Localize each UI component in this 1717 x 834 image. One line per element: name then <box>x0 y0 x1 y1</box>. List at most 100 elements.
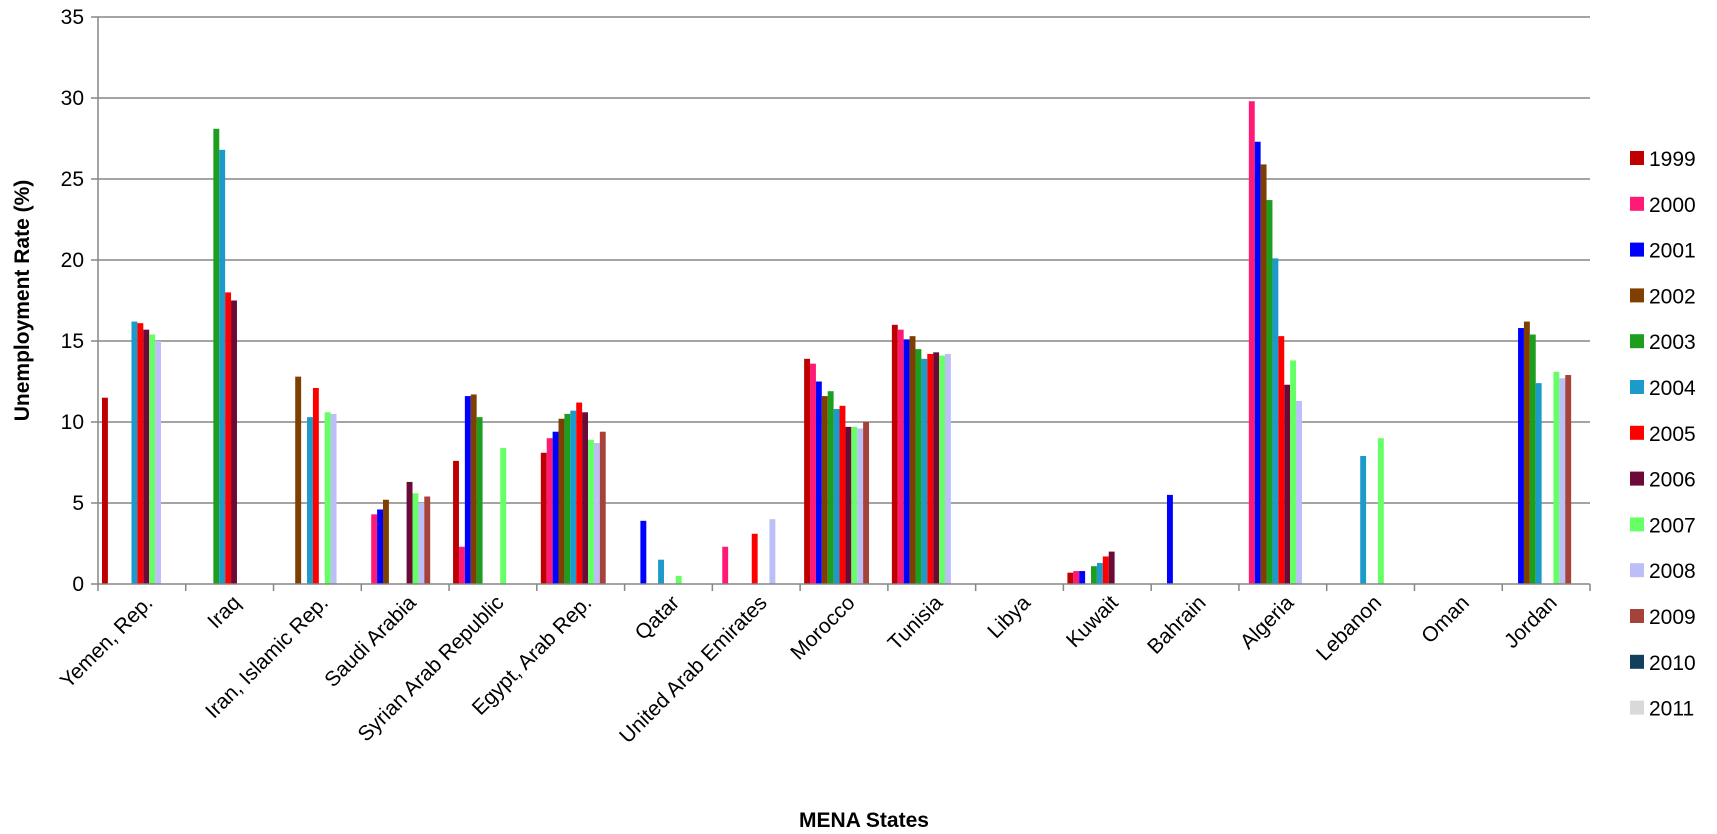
bar-2006-3 <box>406 481 413 584</box>
bar-2005-13 <box>1278 336 1285 584</box>
y-tick-label: 10 <box>61 411 84 434</box>
bar-2002-4 <box>470 394 477 584</box>
legend-label-1999: 1999 <box>1649 148 1696 171</box>
gridlines <box>98 16 1590 504</box>
legend-swatch-1999 <box>1630 151 1644 165</box>
legend-label-2007: 2007 <box>1649 514 1696 537</box>
x-tick-label: Tunisia <box>884 591 948 655</box>
bar-2001-6 <box>640 520 647 584</box>
x-tick-label: Jordan <box>1500 591 1562 653</box>
bar-2007-5 <box>588 439 594 584</box>
bar-2000-4 <box>458 546 465 584</box>
bar-2003-16 <box>1529 334 1536 584</box>
bar-2006-13 <box>1284 384 1291 584</box>
bar-2009-16 <box>1565 375 1572 584</box>
bar-2007-9 <box>939 355 945 584</box>
legend-label-2004: 2004 <box>1649 377 1696 400</box>
legend-label-2000: 2000 <box>1649 194 1696 217</box>
y-tick-label: 35 <box>61 6 84 29</box>
legend-label-2011: 2011 <box>1649 698 1694 721</box>
bar-2008-0 <box>155 341 161 584</box>
bar-2002-9 <box>909 336 916 584</box>
x-tick-label: Yemen, Rep. <box>56 591 158 693</box>
bar-2007-13 <box>1290 360 1297 584</box>
bar-1999-4 <box>453 460 459 584</box>
bar-2002-16 <box>1523 321 1530 584</box>
bar-2000-3 <box>371 514 378 584</box>
legend: 1999 2000 2001 2002 2003 2004 2005 2006 2007 2008… <box>1630 148 1696 721</box>
legend-label-2005: 2005 <box>1649 423 1696 446</box>
bar-2003-1 <box>213 128 220 584</box>
bar-2002-8 <box>821 396 828 584</box>
bar-2008-13 <box>1296 400 1302 584</box>
x-axis-title: MENA States <box>799 809 929 832</box>
bar-2003-5 <box>564 413 571 584</box>
legend-swatch-2008 <box>1630 563 1644 578</box>
legend-swatch-2001 <box>1630 242 1644 257</box>
bar-2006-9 <box>933 352 940 584</box>
x-tick-label: Oman <box>1417 591 1474 648</box>
bar-2008-16 <box>1559 378 1566 584</box>
bar-2004-6 <box>658 559 664 584</box>
bar-2005-7 <box>751 533 758 584</box>
bar-2002-13 <box>1260 164 1267 585</box>
bar-2007-3 <box>412 493 419 584</box>
bar-2000-7 <box>722 546 729 584</box>
y-tick-label: 25 <box>61 168 84 191</box>
bar-2006-1 <box>231 300 237 584</box>
bar-2005-11 <box>1102 556 1109 584</box>
bar-2002-5 <box>558 418 565 584</box>
bar-2008-5 <box>593 443 600 584</box>
bar-1999-5 <box>540 452 547 584</box>
bar-2005-0 <box>137 323 144 584</box>
bar-2001-12 <box>1166 494 1173 584</box>
bar-2002-2 <box>295 376 302 584</box>
y-tick-label: 5 <box>72 492 84 515</box>
bar-2002-3 <box>382 499 389 584</box>
y-axis-title: Unemployment Rate (%) <box>11 180 34 422</box>
x-tick-label: Bahrain <box>1143 591 1210 658</box>
bar-1999-8 <box>804 358 811 584</box>
legend-swatch-2011 <box>1630 700 1644 715</box>
legend-label-2002: 2002 <box>1649 285 1696 308</box>
bar-2003-8 <box>827 391 834 584</box>
bar-2008-3 <box>418 503 425 584</box>
x-tick-label: Libya <box>983 591 1035 643</box>
bar-2004-14 <box>1360 456 1367 584</box>
bars <box>102 101 1572 585</box>
bar-2008-7 <box>769 519 776 584</box>
bar-1999-9 <box>891 324 898 584</box>
x-tick-label: Lebanon <box>1312 591 1386 665</box>
legend-swatch-2004 <box>1630 380 1644 394</box>
y-tick-label: 15 <box>61 330 84 353</box>
bar-2005-5 <box>576 402 583 584</box>
bar-2001-9 <box>903 339 910 584</box>
legend-swatch-2005 <box>1630 425 1644 440</box>
bar-2007-6 <box>675 575 682 584</box>
bar-2006-5 <box>582 412 589 584</box>
legend-swatch-2010 <box>1630 654 1644 669</box>
bar-2005-1 <box>225 292 232 584</box>
bar-2008-8 <box>857 428 864 584</box>
bar-2003-9 <box>915 349 922 584</box>
bar-2007-4 <box>500 447 507 584</box>
bar-2001-16 <box>1518 328 1524 584</box>
x-tick-label: Syrian Arab Republic <box>354 591 509 746</box>
bar-2001-11 <box>1079 571 1086 584</box>
bar-2006-11 <box>1108 551 1115 584</box>
x-tick-label: Kuwait <box>1062 591 1123 652</box>
bar-2001-13 <box>1254 141 1261 585</box>
y-axis-ticks: 0 5 10 15 20 25 30 35 <box>61 6 98 596</box>
bar-2003-11 <box>1091 566 1097 584</box>
legend-label-2008: 2008 <box>1649 560 1696 583</box>
x-tick-label: Iraq <box>203 591 245 633</box>
bar-2009-8 <box>863 422 870 584</box>
bar-2000-5 <box>546 438 553 584</box>
y-tick-label: 0 <box>72 573 84 596</box>
bar-2004-11 <box>1096 562 1103 584</box>
bar-2001-5 <box>552 431 559 584</box>
bar-2000-8 <box>810 363 816 584</box>
bar-2008-9 <box>944 353 951 584</box>
x-tick-label: United Arab Emirates <box>615 591 772 748</box>
